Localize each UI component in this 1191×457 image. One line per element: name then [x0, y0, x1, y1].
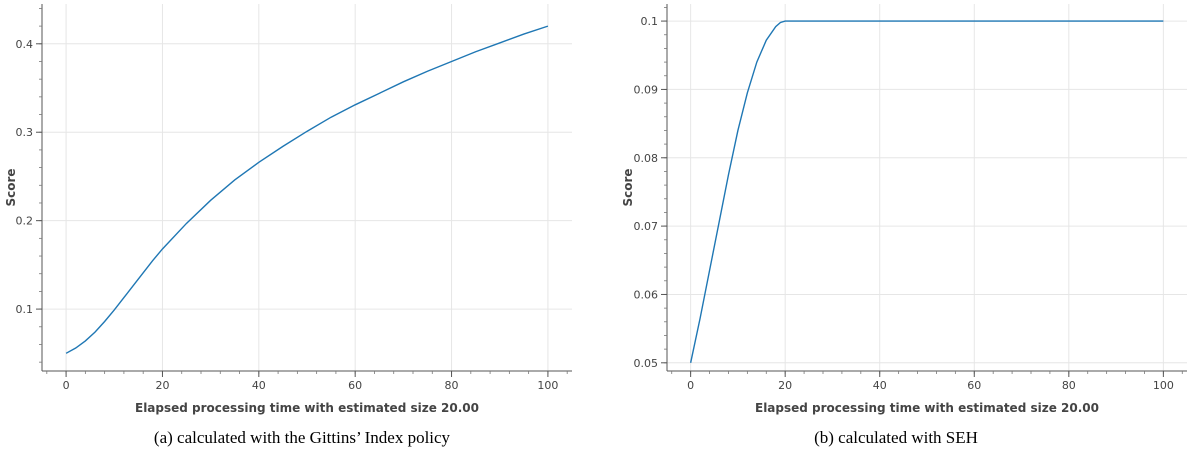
y-tick-label-b-1: 0.06	[634, 288, 659, 301]
series-b	[689, 20, 1164, 363]
x-tick-label-b-1: 20	[778, 379, 792, 392]
x-tick-label-a-1: 20	[155, 379, 169, 392]
x-tick-label-a-5: 100	[537, 379, 558, 392]
x-tick-label-a-4: 80	[445, 379, 459, 392]
y-tick-label-b-0: 0.05	[634, 357, 659, 370]
x-ticks-b: 0 20 40 60 80 100	[671, 371, 1183, 392]
y-tick-label-a-0: 0.1	[16, 303, 34, 316]
y-ticks-b: 0.05 0.06 0.07 0.08 0.09 0.1	[634, 7, 667, 370]
y-axis-title-b: Score	[621, 168, 635, 206]
x-axis-title-b: Elapsed processing time with estimated s…	[755, 401, 1099, 415]
axes-a	[41, 4, 572, 372]
y-tick-label-a-2: 0.3	[16, 126, 34, 139]
y-axis-title-a: Score	[4, 168, 18, 206]
y-tick-label-b-3: 0.08	[634, 152, 659, 165]
x-tick-label-b-3: 60	[967, 379, 981, 392]
y-tick-label-b-5: 0.1	[641, 15, 659, 28]
y-ticks-a: 0.1 0.2 0.3 0.4	[16, 8, 42, 363]
grid-a	[42, 4, 572, 371]
y-tick-label-a-1: 0.2	[16, 215, 34, 228]
grid-b	[667, 4, 1187, 371]
x-tick-label-b-4: 80	[1062, 379, 1076, 392]
series-a	[65, 25, 549, 354]
x-tick-label-a-3: 60	[348, 379, 362, 392]
x-tick-label-a-0: 0	[63, 379, 70, 392]
x-axis-title-a: Elapsed processing time with estimated s…	[135, 401, 479, 415]
series-line-a-0	[65, 25, 549, 354]
y-tick-label-b-2: 0.07	[634, 220, 659, 233]
x-tick-label-b-5: 100	[1153, 379, 1174, 392]
caption-a: (a) calculated with the Gittins’ Index p…	[154, 428, 451, 447]
chart-panel-b: 0 20 40 60 80 100 0.05 0.06 0.07 0.08 0.09 0.1 Ela…	[621, 4, 1187, 447]
x-ticks-a: 0 20 40 60 80 100	[46, 371, 568, 392]
x-tick-label-b-0: 0	[687, 379, 694, 392]
y-tick-label-b-4: 0.09	[634, 83, 659, 96]
y-tick-label-a-3: 0.4	[16, 38, 34, 51]
series-line-b-0	[689, 20, 1164, 363]
x-tick-label-b-2: 40	[873, 379, 887, 392]
axes-b	[666, 4, 1187, 372]
chart-panel-a: 0 20 40 60 80 100 0.1 0.2 0.3 0.4 Elapsed proces…	[4, 4, 572, 447]
caption-b: (b) calculated with SEH	[814, 428, 978, 447]
x-tick-label-a-2: 40	[252, 379, 266, 392]
